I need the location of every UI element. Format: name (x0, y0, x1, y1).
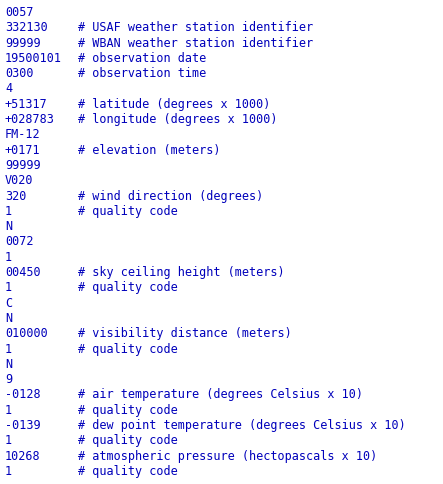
Text: 320: 320 (5, 189, 27, 202)
Text: 1: 1 (5, 342, 12, 355)
Text: 1: 1 (5, 434, 12, 446)
Text: # dew point temperature (degrees Celsius x 10): # dew point temperature (degrees Celsius… (78, 418, 406, 431)
Text: 99999: 99999 (5, 36, 41, 49)
Text: -0139: -0139 (5, 418, 41, 431)
Text: # sky ceiling height (meters): # sky ceiling height (meters) (78, 266, 284, 278)
Text: # WBAN weather station identifier: # WBAN weather station identifier (78, 36, 313, 49)
Text: # elevation (meters): # elevation (meters) (78, 143, 221, 156)
Text: 332130: 332130 (5, 21, 48, 34)
Text: # quality code: # quality code (78, 342, 178, 355)
Text: +028783: +028783 (5, 113, 55, 126)
Text: FM-12: FM-12 (5, 128, 41, 141)
Text: 0072: 0072 (5, 235, 34, 248)
Text: 1: 1 (5, 204, 12, 217)
Text: # longitude (degrees x 1000): # longitude (degrees x 1000) (78, 113, 277, 126)
Text: 10268: 10268 (5, 449, 41, 462)
Text: 010000: 010000 (5, 327, 48, 340)
Text: # atmospheric pressure (hectopascals x 10): # atmospheric pressure (hectopascals x 1… (78, 449, 377, 462)
Text: +51317: +51317 (5, 98, 48, 110)
Text: # USAF weather station identifier: # USAF weather station identifier (78, 21, 313, 34)
Text: V020: V020 (5, 174, 34, 187)
Text: # quality code: # quality code (78, 281, 178, 294)
Text: 19500101: 19500101 (5, 52, 62, 65)
Text: # quality code: # quality code (78, 434, 178, 446)
Text: # quality code: # quality code (78, 403, 178, 416)
Text: # visibility distance (meters): # visibility distance (meters) (78, 327, 292, 340)
Text: 1: 1 (5, 281, 12, 294)
Text: 1: 1 (5, 464, 12, 477)
Text: # quality code: # quality code (78, 464, 178, 477)
Text: 1: 1 (5, 403, 12, 416)
Text: +0171: +0171 (5, 143, 41, 156)
Text: N: N (5, 220, 12, 233)
Text: 99999: 99999 (5, 159, 41, 172)
Text: 4: 4 (5, 82, 12, 95)
Text: 1: 1 (5, 250, 12, 263)
Text: # quality code: # quality code (78, 204, 178, 217)
Text: # observation date: # observation date (78, 52, 206, 65)
Text: 0300: 0300 (5, 67, 34, 80)
Text: 00450: 00450 (5, 266, 41, 278)
Text: N: N (5, 357, 12, 370)
Text: # air temperature (degrees Celsius x 10): # air temperature (degrees Celsius x 10) (78, 388, 363, 401)
Text: N: N (5, 311, 12, 324)
Text: # wind direction (degrees): # wind direction (degrees) (78, 189, 263, 202)
Text: # latitude (degrees x 1000): # latitude (degrees x 1000) (78, 98, 270, 110)
Text: # observation time: # observation time (78, 67, 206, 80)
Text: -0128: -0128 (5, 388, 41, 401)
Text: C: C (5, 296, 12, 309)
Text: 0057: 0057 (5, 6, 34, 19)
Text: 9: 9 (5, 372, 12, 385)
